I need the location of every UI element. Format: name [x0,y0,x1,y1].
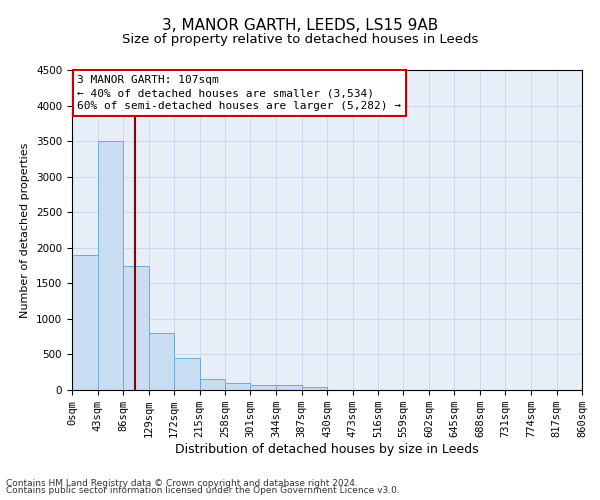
Bar [276,386,302,390]
Bar [97,141,123,390]
Bar [174,358,199,390]
Text: Contains HM Land Registry data © Crown copyright and database right 2024.: Contains HM Land Registry data © Crown c… [6,478,358,488]
Y-axis label: Number of detached properties: Number of detached properties [20,142,31,318]
Bar [199,380,225,390]
Bar [225,383,251,390]
Text: Size of property relative to detached houses in Leeds: Size of property relative to detached ho… [122,32,478,46]
Text: 3, MANOR GARTH, LEEDS, LS15 9AB: 3, MANOR GARTH, LEEDS, LS15 9AB [162,18,438,32]
Bar [123,266,149,390]
Bar [72,255,97,390]
X-axis label: Distribution of detached houses by size in Leeds: Distribution of detached houses by size … [175,443,479,456]
Text: Contains public sector information licensed under the Open Government Licence v3: Contains public sector information licen… [6,486,400,495]
Text: 3 MANOR GARTH: 107sqm
← 40% of detached houses are smaller (3,534)
60% of semi-d: 3 MANOR GARTH: 107sqm ← 40% of detached … [77,75,401,111]
Bar [302,387,327,390]
Bar [251,384,276,390]
Bar [149,333,174,390]
